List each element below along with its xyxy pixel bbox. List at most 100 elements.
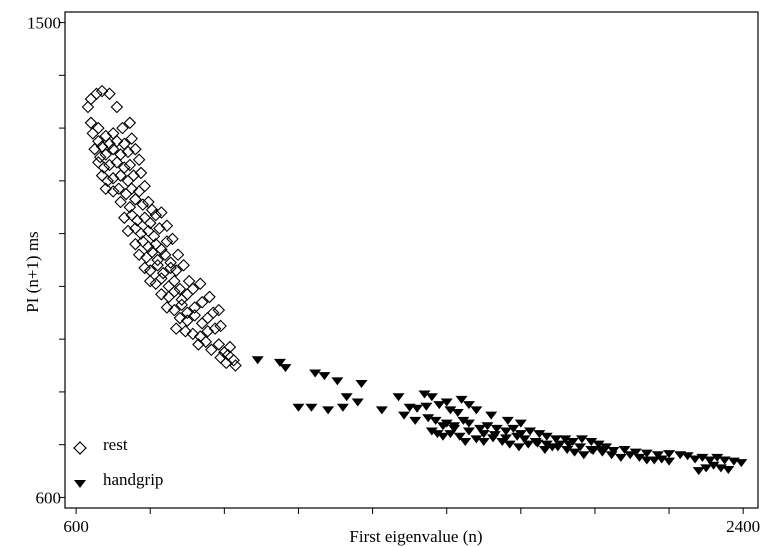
rest-point (155, 243, 168, 256)
handgrip-point (507, 424, 520, 433)
handgrip-point (592, 440, 605, 449)
plot-border (64, 11, 759, 509)
handgrip-point (540, 440, 553, 449)
handgrip-point (540, 432, 553, 441)
rest-point (134, 166, 148, 180)
handgrip-point (422, 414, 435, 423)
rest-point (149, 208, 163, 222)
handgrip-point (681, 452, 694, 461)
handgrip-point (618, 445, 631, 454)
rest-point (101, 174, 114, 188)
handgrip-point (481, 422, 494, 431)
rest-point (162, 280, 176, 293)
y-tick-label: 1500 (27, 14, 61, 33)
handgrip-point (692, 467, 705, 476)
legend-rest-label: rest (103, 435, 128, 454)
handgrip-point (624, 451, 637, 460)
handgrip-point (292, 403, 305, 412)
rest-point (203, 290, 216, 304)
handgrip-point (514, 419, 527, 428)
handgrip-point (251, 356, 264, 365)
handgrip-point (411, 404, 424, 413)
handgrip-point (648, 456, 661, 465)
rest-point (132, 248, 146, 262)
rest-point (182, 274, 196, 288)
rest-point (193, 277, 207, 291)
handgrip-point (488, 431, 501, 440)
rest-point (92, 156, 105, 169)
handgrip-point (568, 448, 581, 457)
handgrip-point (689, 455, 701, 464)
x-tick-label: 600 (63, 517, 89, 536)
rest-point (212, 303, 226, 317)
handgrip-point (596, 445, 609, 454)
series-rest (81, 84, 242, 372)
rest-point (179, 324, 192, 338)
data-points (81, 84, 748, 476)
rest-point (81, 100, 95, 114)
handgrip-point (318, 372, 331, 381)
handgrip-point (703, 456, 716, 465)
rest-point (164, 256, 177, 269)
rest-point (186, 327, 200, 341)
y-tick-label: 600 (36, 488, 62, 507)
handgrip-point (440, 398, 453, 407)
handgrip-point (550, 435, 563, 444)
handgrip-point (322, 406, 335, 415)
rest-point (175, 298, 189, 312)
rest-point (138, 261, 151, 275)
rest-point (229, 359, 242, 372)
rest-point (123, 116, 137, 130)
handgrip-point (336, 403, 349, 412)
handgrip-point (700, 464, 713, 473)
rest-point (223, 340, 237, 354)
handgrip-point (524, 427, 537, 436)
rest-point (110, 156, 124, 169)
rest-point (169, 264, 183, 277)
handgrip-point (577, 451, 590, 460)
rest-point (90, 87, 103, 101)
handgrip-point (309, 369, 322, 378)
rest-point (156, 266, 170, 280)
rest-point (177, 258, 190, 272)
handgrip-point (512, 443, 525, 452)
rest-point (112, 182, 126, 196)
handgrip-point (651, 451, 664, 460)
rest-point (186, 282, 200, 296)
rest-point (155, 206, 168, 219)
rest-point (160, 235, 174, 248)
series-handgrip (251, 356, 748, 476)
handgrip-point (455, 395, 468, 404)
handgrip-point (429, 416, 442, 425)
handgrip-point (711, 453, 724, 462)
rest-point (125, 182, 138, 196)
handgrip-point (453, 432, 466, 441)
rest-point (201, 324, 214, 338)
rest-point (181, 306, 194, 320)
rest-point (106, 142, 120, 156)
handgrip-point (551, 443, 564, 452)
rest-point (145, 245, 159, 259)
handgrip-point (273, 358, 286, 367)
rest-point (171, 248, 185, 262)
rest-point (132, 153, 146, 167)
handgrip-point (398, 411, 411, 420)
rest-point (114, 195, 127, 209)
rest-point (127, 169, 140, 182)
handgrip-point (477, 430, 490, 439)
handgrip-point (559, 435, 572, 444)
handgrip-point (433, 401, 446, 410)
handgrip-point (485, 411, 498, 420)
rest-point (123, 200, 137, 214)
rest-point (160, 219, 174, 232)
handgrip-point (459, 438, 472, 447)
rest-point (201, 311, 214, 325)
legend-handgrip-marker (74, 480, 86, 488)
rest-point (93, 150, 107, 164)
rest-point (142, 240, 155, 254)
legend-rest-marker (73, 441, 87, 455)
rest-point (99, 148, 113, 161)
handgrip-point (585, 445, 598, 454)
rest-point (129, 142, 142, 156)
handgrip-point (663, 457, 676, 466)
